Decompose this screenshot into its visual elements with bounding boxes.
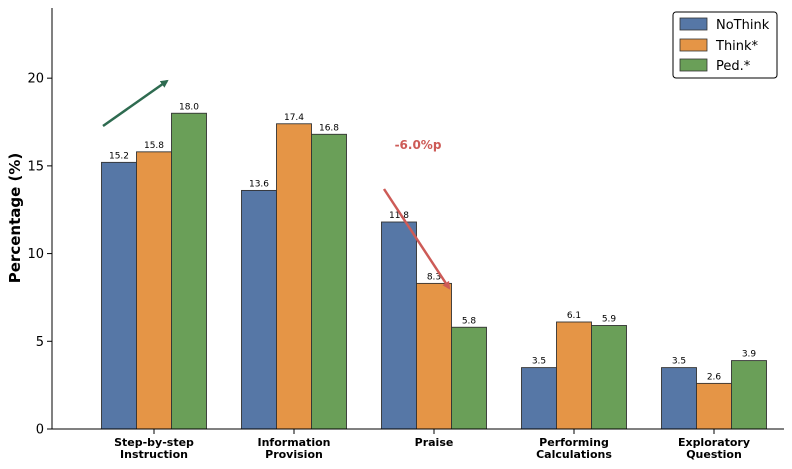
bar-ped-0 xyxy=(171,112,207,430)
value-label-ped-0: 18.0 xyxy=(179,102,199,112)
value-label-nothink-1: 13.6 xyxy=(249,179,269,189)
x-tick-label-4-line-1: Question xyxy=(686,448,742,461)
legend: NoThink Think* Ped.* xyxy=(672,11,778,79)
x-tick-label-3-line-0: Performing xyxy=(539,436,609,449)
bar-ped-2 xyxy=(451,326,487,430)
y-tick-label-20: 20 xyxy=(27,72,44,87)
legend-label-nothink: NoThink xyxy=(716,18,770,33)
x-tick-label-1-line-1: Provision xyxy=(265,448,323,461)
x-tick-label-2-line-0: Praise xyxy=(415,436,454,449)
bar-think-0 xyxy=(136,151,172,430)
y-ticks-group: 0 5 10 15 20 xyxy=(27,72,52,438)
legend-label-ped: Ped.* xyxy=(716,59,751,74)
decrease-arrow xyxy=(382,188,451,290)
value-label-nothink-2: 11.8 xyxy=(389,211,409,221)
legend-swatch-think xyxy=(679,38,708,52)
x-tick-label-0-line-1: Instruction xyxy=(120,448,188,461)
bar-think-4 xyxy=(696,382,732,430)
x-tick-label-0-line-0: Step-by-step xyxy=(114,436,194,449)
value-label-think-0: 15.8 xyxy=(144,141,164,151)
y-tick-label-0: 0 xyxy=(36,423,44,438)
bar-nothink-4 xyxy=(661,367,697,430)
y-tick-label-10: 10 xyxy=(27,247,44,262)
legend-swatch-ped xyxy=(679,58,708,72)
value-label-ped-1: 16.8 xyxy=(319,123,339,133)
decrease-annotation: -6.0%p xyxy=(395,138,442,152)
legend-swatch-nothink xyxy=(679,17,708,31)
value-label-think-2: 8.3 xyxy=(427,272,441,282)
value-labels-group: 15.2 15.8 18.0 13.6 17.4 16.8 11.8 8.3 5.8 3.5 6.1… xyxy=(109,102,756,382)
y-tick-label-15: 15 xyxy=(27,159,44,174)
increase-arrow xyxy=(102,79,169,128)
bar-think-1 xyxy=(276,123,312,430)
bar-nothink-1 xyxy=(241,189,277,430)
bar-ped-1 xyxy=(311,133,347,430)
bar-ped-4 xyxy=(731,360,767,430)
legend-label-think: Think* xyxy=(715,39,759,54)
value-label-ped-2: 5.8 xyxy=(462,316,477,326)
value-label-nothink-3: 3.5 xyxy=(532,357,546,367)
bar-think-2 xyxy=(416,282,452,430)
bar-nothink-2 xyxy=(381,221,417,430)
bars-group xyxy=(101,112,767,430)
y-tick-label-5: 5 xyxy=(36,335,44,350)
x-tick-label-4-line-0: Exploratory xyxy=(678,436,750,449)
value-label-think-3: 6.1 xyxy=(567,311,581,321)
value-label-nothink-4: 3.5 xyxy=(672,357,686,367)
bar-ped-3 xyxy=(591,325,627,430)
y-axis-label: Percentage (%) xyxy=(6,153,24,283)
value-label-think-1: 17.4 xyxy=(284,113,304,123)
bar-nothink-3 xyxy=(521,367,557,430)
value-label-nothink-0: 15.2 xyxy=(109,151,129,161)
bar-nothink-0 xyxy=(101,161,137,430)
x-tick-label-3-line-1: Calculations xyxy=(536,448,612,461)
value-label-ped-3: 5.9 xyxy=(602,315,617,325)
value-label-think-4: 2.6 xyxy=(707,372,722,382)
x-tick-label-1-line-0: Information xyxy=(258,436,331,449)
value-label-ped-4: 3.9 xyxy=(742,350,757,360)
bar-think-3 xyxy=(556,321,592,430)
